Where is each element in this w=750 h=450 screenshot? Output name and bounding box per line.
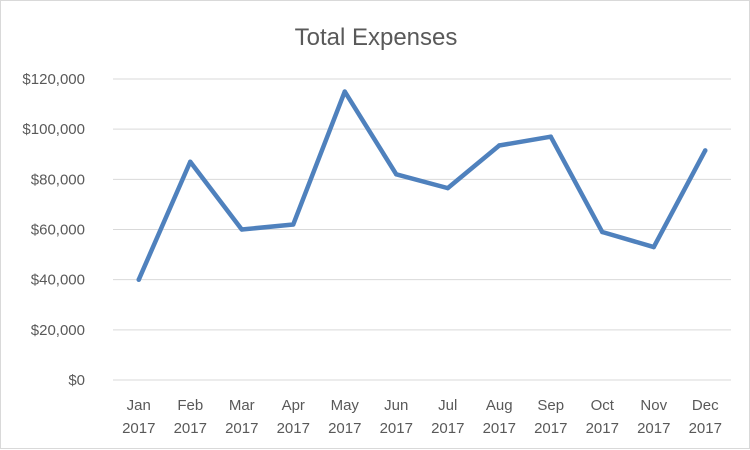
x-tick-label: Oct 2017 <box>586 397 619 437</box>
x-tick-label: Dec 2017 <box>689 397 722 437</box>
y-tick-label: $60,000 <box>31 222 85 239</box>
x-axis-tick-labels: Jan 2017 Feb 2017 Mar 2017 Apr 2017 May 2017 Jun 20… <box>122 397 722 437</box>
x-tick-label: Sep 2017 <box>534 397 567 437</box>
x-tick-label: Feb 2017 <box>174 397 207 437</box>
data-point <box>445 185 450 191</box>
y-tick-label: $0 <box>68 372 85 389</box>
chart-title: Total Expenses <box>295 24 458 51</box>
data-point <box>394 172 399 177</box>
data-point <box>342 89 347 94</box>
y-axis-tick-labels: $0 $20,000 $40,000 $60,000 $80,000 $100,000 $1… <box>22 71 85 389</box>
x-tick-label: Mar 2017 <box>225 397 258 437</box>
data-point <box>188 159 193 164</box>
y-tick-label: $80,000 <box>31 171 85 188</box>
series-line <box>136 89 708 282</box>
x-tick-label: May 2017 <box>328 397 361 437</box>
data-point <box>703 148 708 153</box>
y-tick-label: $120,000 <box>22 71 85 88</box>
y-tick-label: $20,000 <box>31 322 85 339</box>
data-point <box>239 227 244 232</box>
x-tick-label: Nov 2017 <box>637 397 670 437</box>
data-point <box>548 134 553 139</box>
data-point <box>497 143 502 148</box>
series-layer <box>136 89 708 282</box>
x-tick-label: Apr 2017 <box>277 397 310 437</box>
x-tick-label: Jan 2017 <box>122 397 155 437</box>
x-tick-label: Jul 2017 <box>431 397 464 437</box>
y-tick-label: $40,000 <box>31 272 85 289</box>
data-point <box>600 229 605 235</box>
data-point <box>136 277 141 282</box>
gridlines <box>113 78 731 381</box>
x-tick-label: Jun 2017 <box>380 397 413 437</box>
data-point <box>651 244 656 250</box>
y-tick-label: $100,000 <box>22 121 85 138</box>
data-point <box>291 222 296 227</box>
x-tick-label: Aug 2017 <box>483 397 516 437</box>
